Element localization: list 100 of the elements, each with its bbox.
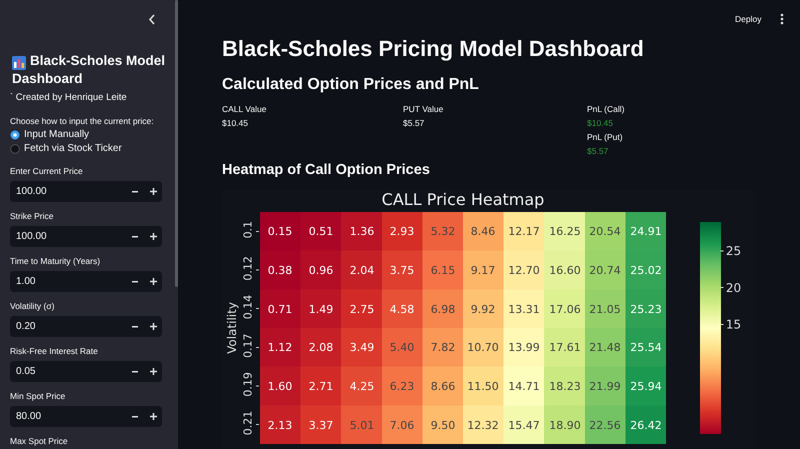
data-label: 0.51 [308, 224, 334, 238]
text: $10.45 [587, 118, 613, 128]
text: PnL (Call) [587, 104, 624, 114]
data-label: 6.15 [430, 264, 456, 277]
data-label: 4.25 [350, 380, 374, 393]
data-label: 20.74 [589, 264, 621, 277]
text: ` Created by Henrique Leite [10, 92, 127, 103]
data-label: 1.36 [350, 224, 374, 238]
data-label: 5.40 [390, 340, 414, 354]
color-bar-label: 15 [726, 318, 742, 332]
data-label: 18.23 [549, 380, 581, 393]
data-label: 4.58 [390, 302, 414, 316]
data-label: 2.04 [350, 264, 374, 277]
text: CALL Value [222, 104, 266, 114]
data-label: 2.08 [308, 340, 334, 354]
data-label: 11.50 [467, 380, 499, 393]
text: 100.00 [16, 231, 47, 242]
data-label: 21.48 [589, 340, 621, 354]
data-label: 15.47 [508, 418, 540, 432]
data-label: 25.94 [630, 380, 662, 393]
data-label: 8.46 [470, 224, 496, 238]
data-label: 25.02 [630, 264, 662, 277]
text: Black-Scholes Model Dashboard [12, 52, 166, 88]
data-label: 13.31 [508, 302, 540, 316]
data-label: 6.23 [390, 380, 414, 393]
data-label: 5.01 [350, 418, 374, 432]
text: $5.57 [587, 146, 608, 156]
data-label: 9.92 [470, 302, 496, 316]
text: Volatility (σ) [10, 301, 54, 311]
text: Max Spot Price [10, 436, 68, 446]
text: $5.57 [403, 118, 424, 128]
text: Deploy [735, 14, 762, 24]
data-label: 0.71 [268, 302, 292, 316]
data-label: 12.17 [508, 224, 540, 238]
text: PnL (Put) [587, 132, 623, 142]
data-label: 13.99 [508, 340, 540, 354]
data-label: 17.61 [549, 340, 581, 354]
data-label: 7.82 [430, 340, 456, 354]
text: $10.45 [222, 118, 248, 128]
data-label: 1.49 [308, 302, 334, 316]
text: Risk-Free Interest Rate [10, 346, 98, 356]
text: Input Manually [24, 129, 90, 140]
data-label: 2.71 [308, 380, 334, 393]
data-label: 0.96 [308, 264, 334, 277]
y-tick-label: 0.21 [242, 410, 255, 436]
data-label: 2.93 [390, 224, 414, 238]
data-label: 8.66 [430, 380, 456, 393]
data-label: 25.23 [630, 302, 662, 316]
data-label: 16.25 [549, 224, 581, 238]
data-label: 0.38 [268, 264, 292, 277]
data-label: 21.99 [589, 380, 621, 393]
text: Min Spot Price [10, 391, 66, 401]
data-label: 12.70 [508, 264, 540, 277]
y-tick-label: 0.17 [242, 333, 255, 358]
text: Strike Price [10, 211, 54, 221]
text: 0.20 [16, 321, 36, 332]
data-label: 16.60 [549, 264, 581, 277]
data-label: 10.70 [467, 340, 499, 354]
data-label: 20.54 [589, 224, 621, 238]
y-tick-label: 0.14 [242, 294, 255, 320]
data-label: 0.15 [268, 224, 292, 238]
data-label: 3.75 [390, 264, 414, 277]
data-label: 5.32 [430, 224, 456, 238]
data-label: 2.75 [350, 302, 374, 316]
data-label: 6.98 [430, 302, 456, 316]
data-label: 9.17 [470, 264, 496, 277]
data-label: 3.37 [308, 418, 334, 432]
data-label: 21.05 [589, 302, 621, 316]
text: Calculated Option Prices and PnL [222, 76, 479, 94]
data-label: 1.12 [268, 340, 292, 354]
text: 1.00 [16, 276, 36, 287]
color-bar-label: 20 [726, 280, 742, 295]
data-label: 26.42 [630, 418, 662, 432]
data-label: 24.91 [630, 224, 662, 238]
data-label: 25.54 [630, 340, 662, 354]
data-label: 7.06 [390, 418, 414, 432]
y-axis-title: Volatility [224, 302, 239, 354]
y-tick-label: 0.12 [242, 256, 255, 281]
text: Choose how to input the current price: [10, 116, 154, 126]
data-label: 9.50 [430, 418, 456, 432]
data-label: 22.56 [589, 418, 621, 432]
color-bar-label: 25 [726, 244, 742, 258]
data-label: 17.06 [549, 302, 581, 316]
data-label: 1.60 [268, 380, 292, 393]
text: Black-Scholes Pricing Model Dashboard [222, 36, 644, 62]
data-label: 14.71 [508, 380, 540, 393]
y-tick-label: 0.19 [242, 372, 255, 397]
text: Fetch via Stock Ticker [24, 143, 122, 154]
data-label: 18.90 [549, 418, 581, 432]
data-label: 3.49 [350, 340, 374, 354]
data-label: 2.13 [268, 418, 292, 432]
text: PUT Value [403, 104, 444, 114]
text: 100.00 [16, 186, 47, 197]
text: Heatmap of Call Option Prices [222, 162, 430, 178]
data-label: 12.32 [467, 418, 499, 432]
text: Enter Current Price [10, 166, 83, 176]
text: 0.05 [16, 366, 36, 377]
text: 80.00 [16, 411, 42, 422]
y-tick-label: 0.1 [242, 220, 255, 238]
chart-title: CALL Price Heatmap [382, 190, 544, 210]
